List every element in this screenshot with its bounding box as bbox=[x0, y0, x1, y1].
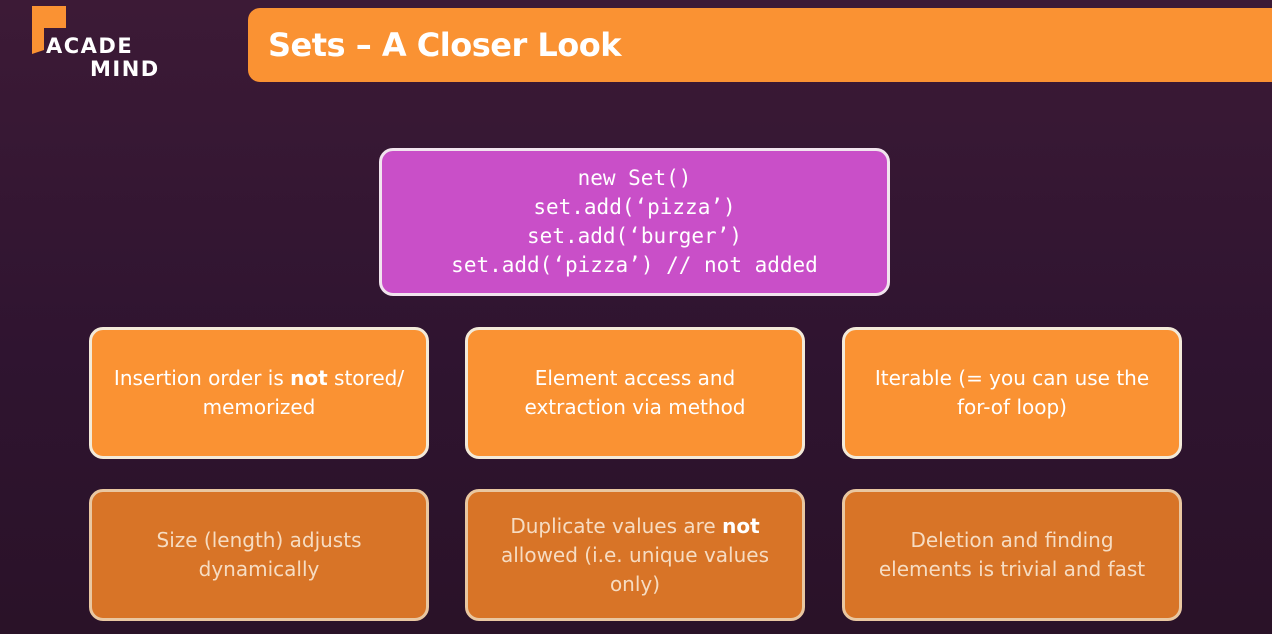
slide-title: Sets – A Closer Look bbox=[268, 26, 622, 64]
code-example-box: new Set() set.add(‘pizza’) set.add(‘burg… bbox=[379, 148, 890, 296]
code-line: set.add(‘pizza’) bbox=[533, 195, 736, 219]
logo-flag-icon bbox=[32, 6, 66, 54]
feature-card-iterable: Iterable (= you can use the for-of loop) bbox=[842, 327, 1182, 459]
feature-card-text: Insertion order is not stored/ memorized bbox=[113, 366, 405, 419]
feature-card-size: Size (length) adjusts dynamically bbox=[89, 489, 429, 621]
slide-title-bar: Sets – A Closer Look bbox=[248, 8, 1272, 82]
feature-card-insertion-order: Insertion order is not stored/ memorized bbox=[89, 327, 429, 459]
code-line: set.add(‘burger’) bbox=[527, 224, 742, 248]
feature-card-text: Iterable (= you can use the for-of loop) bbox=[874, 366, 1150, 419]
feature-card-text: Deletion and finding elements is trivial… bbox=[878, 528, 1146, 581]
feature-card-text: Element access and extraction via method bbox=[524, 366, 746, 419]
code-line: set.add(‘pizza’) // not added bbox=[451, 253, 818, 277]
code-line: new Set() bbox=[577, 166, 692, 190]
feature-card-deletion: Deletion and finding elements is trivial… bbox=[842, 489, 1182, 621]
feature-card-text: Duplicate values are not allowed (i.e. u… bbox=[500, 513, 770, 596]
feature-card-text: Size (length) adjusts dynamically bbox=[156, 528, 362, 581]
logo-text-line1: ACADE bbox=[46, 34, 134, 58]
feature-card-element-access: Element access and extraction via method bbox=[465, 327, 805, 459]
academind-logo: ACADE MIND bbox=[30, 6, 180, 86]
logo-text-line2: MIND bbox=[90, 57, 160, 81]
feature-card-duplicates: Duplicate values are not allowed (i.e. u… bbox=[465, 489, 805, 621]
